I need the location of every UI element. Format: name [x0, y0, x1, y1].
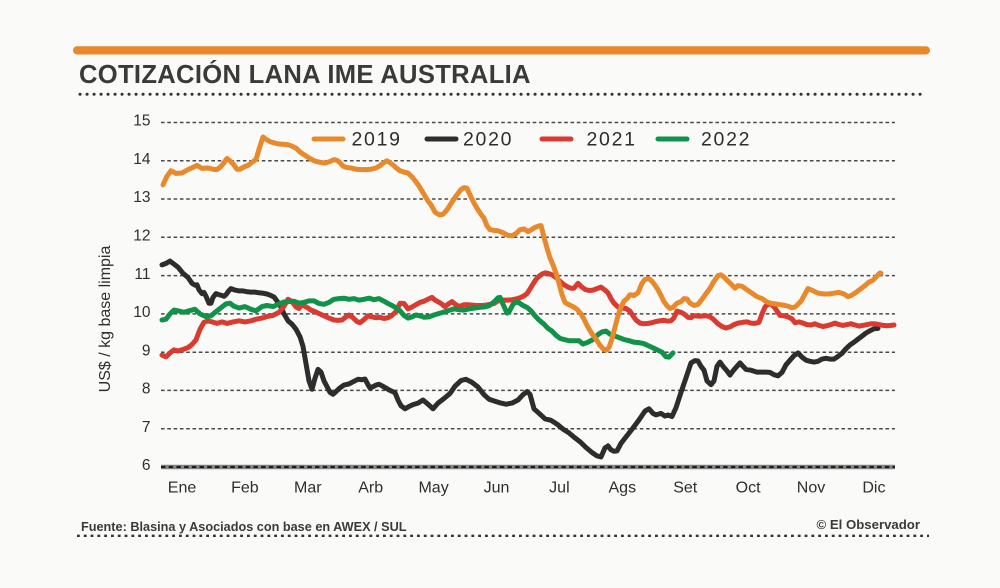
- svg-text:Jun: Jun: [484, 480, 510, 497]
- svg-text:Nov: Nov: [797, 480, 825, 497]
- svg-text:Set: Set: [673, 480, 698, 497]
- svg-text:Ene: Ene: [168, 480, 197, 497]
- svg-text:Mar: Mar: [294, 480, 322, 497]
- svg-text:Jul: Jul: [549, 480, 569, 497]
- svg-text:6: 6: [142, 457, 151, 474]
- svg-text:Oct: Oct: [736, 480, 761, 497]
- svg-text:Dic: Dic: [862, 480, 885, 497]
- svg-text:12: 12: [133, 228, 150, 245]
- svg-text:2021: 2021: [587, 129, 637, 151]
- svg-text:© El Observador: © El Observador: [816, 517, 920, 532]
- svg-text:Arb: Arb: [358, 480, 383, 497]
- svg-text:8: 8: [142, 381, 151, 398]
- svg-text:2019: 2019: [352, 129, 402, 151]
- svg-text:Fuente: Blasina y Asociados co: Fuente: Blasina y Asociados con base en …: [81, 520, 407, 534]
- svg-text:Ags: Ags: [609, 480, 637, 497]
- svg-text:2020: 2020: [463, 129, 513, 151]
- svg-text:15: 15: [133, 113, 150, 130]
- svg-text:13: 13: [133, 189, 150, 206]
- svg-text:9: 9: [142, 342, 151, 359]
- svg-text:10: 10: [133, 304, 151, 321]
- svg-text:11: 11: [134, 266, 150, 283]
- svg-text:7: 7: [142, 419, 151, 436]
- svg-text:14: 14: [133, 151, 151, 168]
- svg-text:May: May: [418, 480, 448, 497]
- svg-text:Feb: Feb: [231, 480, 259, 497]
- svg-text:COTIZACIÓN LANA IME AUSTRALIA: COTIZACIÓN LANA IME AUSTRALIA: [79, 59, 531, 89]
- svg-text:US$ / kg base limpia: US$ / kg base limpia: [97, 246, 114, 393]
- svg-text:2022: 2022: [701, 129, 751, 151]
